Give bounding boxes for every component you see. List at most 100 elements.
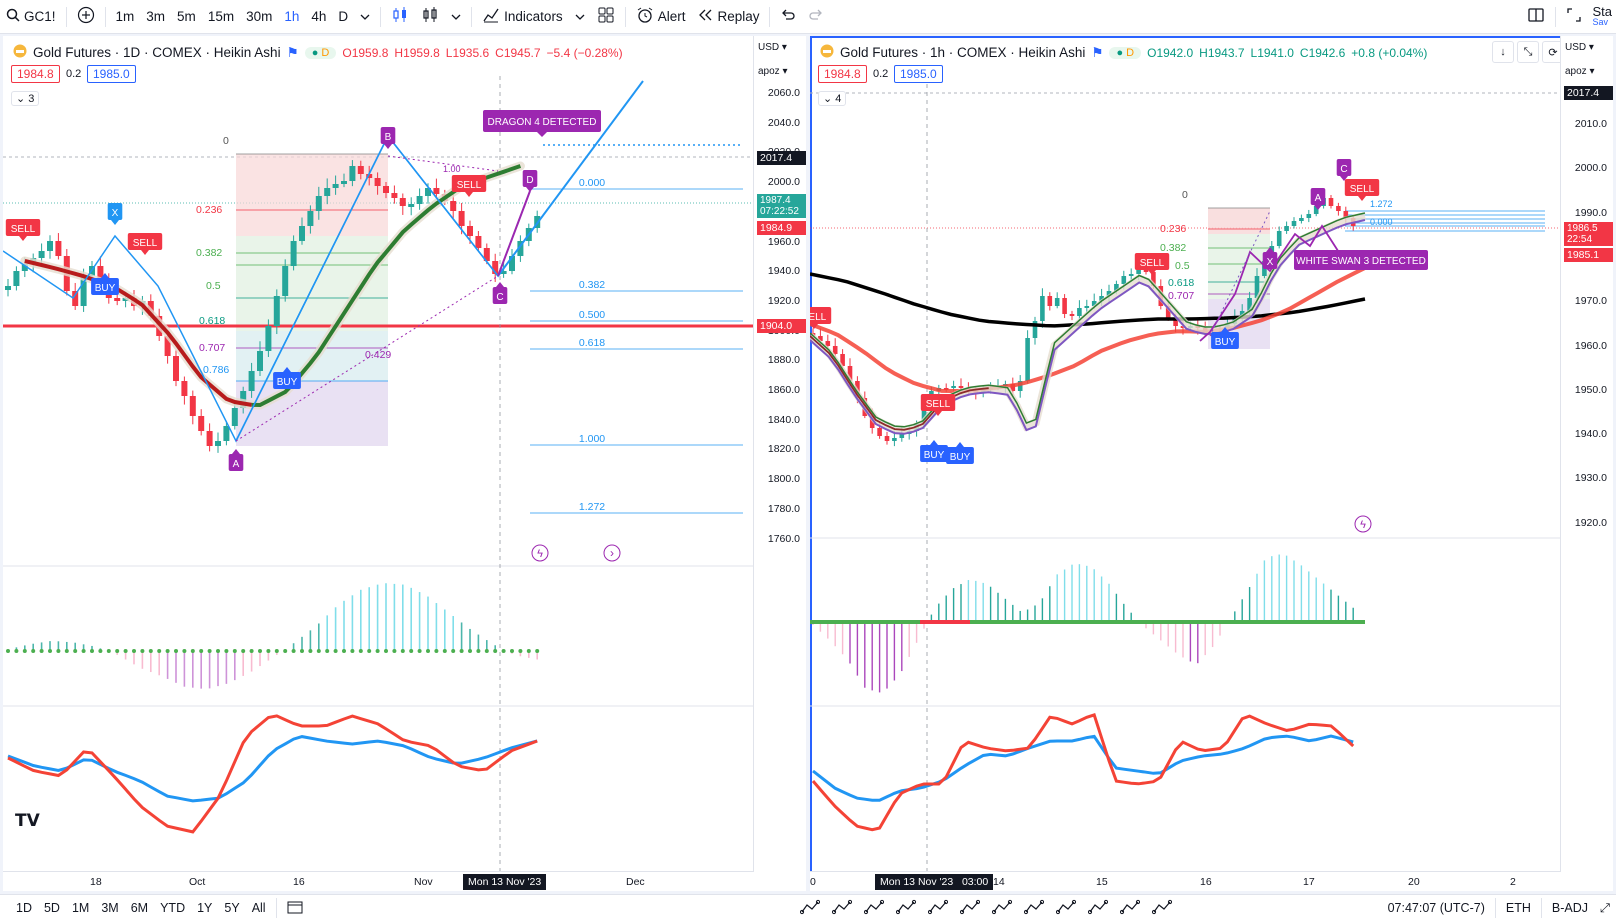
zero-dot	[22, 649, 27, 653]
range-1d[interactable]: 1D	[16, 901, 32, 915]
undo-button[interactable]	[774, 0, 802, 33]
indicators-label: Indicators	[504, 9, 563, 24]
levels-icon[interactable]	[1087, 899, 1109, 918]
abc-pattern-icon[interactable]	[831, 899, 853, 918]
price-axis[interactable]: USD ▾ apoz ▾ 2010.02000.01990.01980.0197…	[1560, 36, 1613, 891]
range-ytd[interactable]: YTD	[160, 901, 186, 915]
tradingview-logo[interactable]: 𝗧𝗩	[15, 811, 40, 831]
sell-price-box[interactable]: 1984.8	[818, 65, 867, 83]
replay-button[interactable]: Replay	[691, 0, 765, 33]
range-5d[interactable]: 5D	[43, 901, 60, 915]
flag-icon[interactable]: ⚑	[286, 44, 299, 60]
scroll-down-icon[interactable]: ↓	[1492, 41, 1514, 63]
unit-select[interactable]: apoz ▾	[1565, 66, 1595, 77]
range-all[interactable]: All	[251, 901, 266, 915]
range-5y[interactable]: 5Y	[224, 901, 240, 915]
interval-3m[interactable]: 3m	[146, 9, 166, 24]
indicators-dropdown[interactable]	[569, 0, 591, 33]
flag-icon[interactable]: ⚑	[1091, 44, 1104, 60]
interval-1h[interactable]: 1h	[284, 9, 300, 24]
sell-price-box[interactable]: 1984.8	[11, 65, 60, 83]
price-tag-2017: 2017.4	[1564, 86, 1613, 100]
candle-body	[884, 436, 890, 441]
candle-body	[307, 211, 314, 226]
candle-body	[215, 441, 221, 446]
indicator-toggle[interactable]: ⌄ 3	[11, 91, 40, 106]
candle-body	[21, 264, 28, 271]
interval-1m[interactable]: 1m	[115, 9, 135, 24]
session-toggle[interactable]: ETH	[1505, 901, 1531, 915]
gauge-icon[interactable]	[1055, 899, 1077, 918]
text-list-icon[interactable]	[1119, 899, 1141, 918]
goto-date-button[interactable]	[281, 900, 309, 917]
expand-button[interactable]	[1560, 0, 1588, 33]
price-axis[interactable]: USD ▾ apoz ▾ 2060.02040.02020.02000.0198…	[753, 36, 806, 891]
candle-body	[1239, 311, 1245, 316]
currency-select[interactable]: USD ▾	[1565, 42, 1594, 53]
fib-label: 0.5	[1175, 260, 1190, 272]
interval-4h[interactable]: 4h	[311, 9, 327, 24]
buy-price-box[interactable]: 1985.0	[894, 65, 943, 83]
compare-button[interactable]	[71, 0, 101, 33]
fib-channel-icon[interactable]	[863, 899, 885, 918]
ohlc-low: L1941.0	[1250, 45, 1294, 60]
price-tag-bid: 1984.9	[757, 221, 806, 235]
redo-button[interactable]	[802, 0, 830, 33]
bars-button[interactable]	[415, 0, 445, 33]
fib-label: 0.382	[196, 247, 222, 259]
candle-body	[1017, 381, 1023, 391]
layout-button[interactable]	[1521, 0, 1551, 33]
range-1y[interactable]: 1Y	[197, 901, 213, 915]
zero-dot	[468, 649, 472, 653]
candle-body	[189, 396, 196, 416]
currency-select[interactable]: USD ▾	[758, 42, 787, 53]
candle-body	[1091, 301, 1097, 306]
trend-tool-icon[interactable]	[799, 899, 821, 918]
save-area[interactable]: Sta Sav	[1588, 5, 1616, 28]
interval-5m[interactable]: 5m	[177, 9, 196, 24]
lightning-icon: ϟ	[537, 548, 543, 560]
chart-type-dropdown[interactable]	[445, 0, 467, 33]
candle-body	[1254, 276, 1260, 298]
chart-pane-hourly[interactable]: 0 0.236 0.382 0.5 0.618 0.707 1.272 0.000 X A C WHI…	[810, 36, 1613, 891]
candle-body	[173, 356, 179, 381]
zero-dot	[417, 649, 422, 653]
gold-logo-icon	[13, 44, 27, 61]
maximize-bottom-button[interactable]: ⤢	[1594, 901, 1616, 916]
interval-d[interactable]: D	[338, 9, 349, 24]
chart-pane-daily[interactable]: 0 0.236 0.382 0.5 0.618 0.707 0.786 0.000 0.382 0…	[3, 36, 806, 891]
indicator-toggle[interactable]: ⌄ 4	[818, 91, 847, 106]
alert-button[interactable]: Alert	[630, 0, 692, 33]
list-icon[interactable]	[1151, 899, 1173, 918]
time-axis[interactable]: 18 Oct 16 Nov Dec Mon 13 Nov '23	[3, 871, 754, 891]
price-label: 1970.0	[1574, 295, 1607, 308]
zero-dot	[14, 649, 19, 653]
ray-icon[interactable]	[927, 899, 949, 918]
range-3m[interactable]: 3M	[101, 901, 119, 915]
templates-button[interactable]	[591, 0, 621, 33]
interval-30m[interactable]: 30m	[246, 9, 273, 24]
daily-chart-canvas[interactable]: 0 0.236 0.382 0.5 0.618 0.707 0.786 0.000 0.382 0…	[3, 36, 754, 891]
chart-type-button[interactable]	[385, 0, 415, 33]
clock[interactable]: 07:47:07 (UTC-7)	[1387, 901, 1485, 915]
interval-15m[interactable]: 15m	[207, 9, 235, 24]
range-6m[interactable]: 6M	[130, 901, 149, 915]
time-axis[interactable]: 0 14 15 16 17 20 2 Mon 13 Nov '23 03:00	[810, 871, 1561, 891]
divider	[1494, 898, 1496, 918]
bars-pattern-icon[interactable]	[959, 899, 981, 918]
line-tool-icon[interactable]	[991, 899, 1013, 918]
xabcd-icon[interactable]	[1023, 899, 1045, 918]
range-1m[interactable]: 1M	[71, 901, 90, 915]
indicators-button[interactable]: Indicators	[476, 0, 569, 33]
time-label: 16	[293, 876, 305, 888]
unit-select[interactable]: apoz ▾	[758, 66, 788, 77]
buy-price-box[interactable]: 1985.0	[87, 65, 136, 83]
maximize-icon[interactable]: ⤡	[1517, 41, 1539, 63]
projection-line	[497, 80, 644, 277]
interval-dropdown[interactable]	[354, 0, 376, 33]
adjustment-toggle[interactable]: B-ADJ	[1551, 901, 1588, 915]
zero-dot	[132, 649, 136, 653]
symbol-search[interactable]: GC1!	[0, 0, 62, 33]
horizontal-line-icon[interactable]	[895, 899, 917, 918]
